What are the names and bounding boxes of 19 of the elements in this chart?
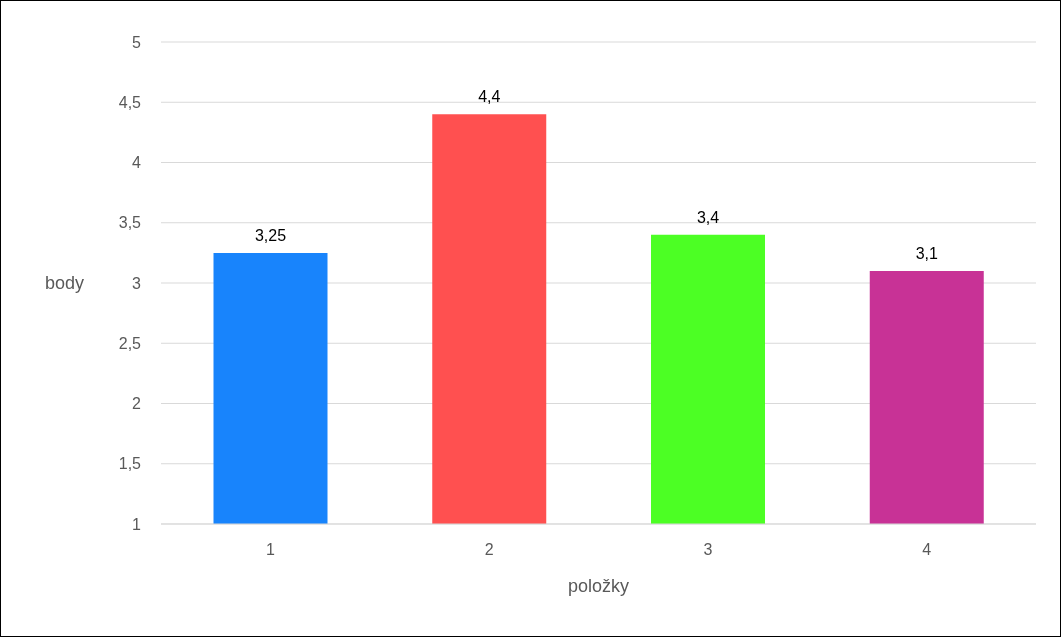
y-tick-label: 1,5 (118, 455, 142, 473)
y-tick-label: 2,5 (118, 334, 142, 352)
x-tick-label: 3 (703, 541, 713, 559)
y-axis-title: body (45, 273, 85, 294)
y-tick-label: 3 (132, 274, 142, 292)
y-tick-label: 2 (132, 395, 142, 413)
y-tick-label: 4,5 (118, 93, 142, 111)
data-label: 4,4 (478, 88, 501, 106)
x-tick-label: 4 (922, 541, 932, 559)
y-tick-label: 5 (132, 33, 142, 51)
x-axis-title: položky (567, 576, 630, 596)
data-label: 3,4 (696, 208, 720, 226)
x-tick-label: 2 (484, 541, 494, 559)
y-tick-label: 1 (132, 515, 142, 533)
data-label: 3,1 (915, 244, 938, 262)
y-tick-label: 4 (132, 154, 142, 172)
data-label: 3,25 (254, 226, 287, 244)
y-tick-label: 3,5 (118, 214, 142, 232)
x-tick-label: 1 (265, 541, 275, 559)
